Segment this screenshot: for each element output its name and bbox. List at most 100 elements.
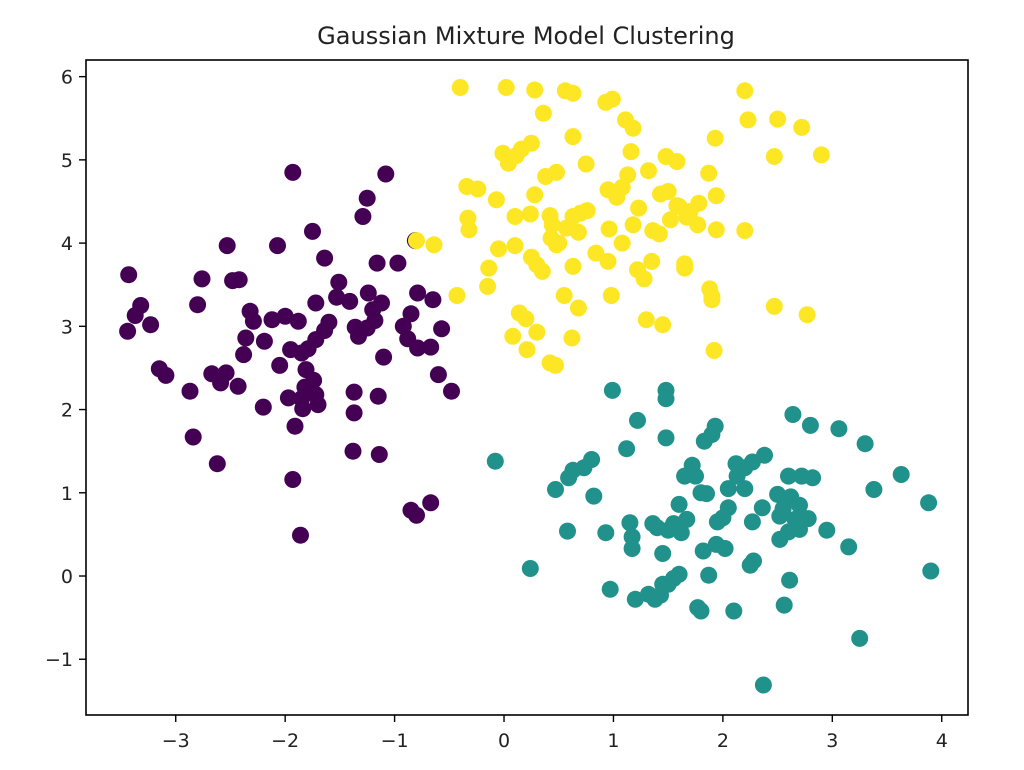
data-point	[600, 220, 618, 238]
data-point	[506, 237, 524, 255]
data-point	[254, 398, 272, 416]
data-point	[354, 208, 372, 225]
y-tick-label: −1	[45, 649, 73, 671]
data-point	[279, 389, 297, 407]
data-point	[623, 540, 641, 557]
data-point	[601, 580, 619, 598]
data-point	[564, 128, 582, 146]
data-point	[706, 129, 724, 147]
data-point	[289, 312, 307, 330]
data-point	[263, 311, 281, 329]
data-point	[603, 90, 621, 108]
data-point	[585, 487, 603, 505]
data-point	[126, 307, 144, 324]
data-point	[548, 163, 565, 181]
x-tick-label: −3	[162, 730, 190, 752]
data-point	[555, 287, 573, 304]
data-point	[345, 383, 363, 401]
data-point	[690, 194, 708, 212]
data-point	[698, 485, 715, 503]
data-point	[375, 348, 393, 366]
data-point	[676, 259, 694, 277]
data-point	[294, 400, 312, 418]
data-point	[345, 404, 363, 422]
data-point	[818, 521, 836, 539]
data-point	[654, 316, 672, 334]
data-point	[564, 257, 582, 275]
data-point	[408, 232, 425, 250]
data-point	[659, 575, 677, 593]
data-point	[284, 163, 302, 181]
data-point	[851, 629, 869, 647]
data-point	[486, 452, 504, 470]
data-point	[534, 104, 552, 122]
data-point	[184, 428, 202, 446]
data-point	[771, 530, 789, 548]
data-point	[548, 236, 565, 254]
x-tick-label: −2	[271, 730, 299, 752]
data-point	[218, 237, 236, 255]
data-point	[707, 221, 725, 239]
data-point	[344, 442, 362, 460]
y-tick-label: 4	[61, 233, 73, 255]
data-point	[307, 294, 325, 312]
data-point	[451, 79, 469, 96]
data-point	[670, 565, 688, 583]
x-tick-label: 3	[826, 730, 838, 752]
data-point	[448, 287, 466, 304]
data-point	[630, 199, 648, 217]
x-tick-label: 2	[717, 730, 729, 752]
data-point	[429, 366, 447, 384]
data-point	[284, 471, 302, 488]
data-point	[208, 455, 226, 473]
data-point	[370, 446, 388, 463]
data-point	[193, 270, 211, 288]
series-cluster-1	[486, 381, 940, 694]
data-point	[276, 307, 294, 325]
data-point	[433, 320, 451, 338]
data-point	[603, 381, 621, 399]
data-point	[377, 165, 395, 183]
data-point	[700, 566, 718, 584]
data-point	[506, 208, 524, 225]
data-point	[703, 291, 721, 309]
data-point	[799, 510, 817, 528]
data-point	[564, 84, 582, 102]
data-point	[743, 513, 761, 531]
series-cluster-0	[119, 163, 460, 544]
data-point	[753, 499, 771, 517]
data-point	[657, 390, 675, 408]
data-point	[736, 82, 754, 100]
data-point	[812, 146, 830, 164]
data-point	[725, 602, 743, 620]
data-point	[922, 562, 940, 580]
data-point	[756, 446, 773, 464]
data-point	[517, 310, 535, 328]
data-point	[661, 211, 679, 229]
data-point	[719, 480, 737, 498]
data-point	[480, 259, 498, 277]
data-point	[739, 111, 757, 129]
data-point	[330, 273, 348, 291]
data-point	[369, 387, 387, 405]
data-point	[424, 291, 442, 309]
data-point	[402, 305, 420, 323]
data-point	[409, 284, 427, 302]
data-point	[469, 180, 487, 198]
data-point	[358, 189, 376, 207]
data-point	[791, 496, 808, 514]
data-point	[497, 79, 515, 96]
data-point	[771, 507, 789, 525]
data-point	[422, 494, 440, 512]
data-point	[269, 237, 286, 255]
data-point	[695, 432, 713, 450]
x-tick-label: 0	[498, 730, 510, 752]
data-point	[624, 119, 642, 137]
data-point	[781, 571, 799, 589]
data-point	[217, 364, 235, 382]
data-point	[229, 377, 247, 395]
data-point	[425, 236, 443, 254]
data-point	[460, 221, 478, 239]
data-point	[705, 342, 723, 359]
data-point	[694, 542, 712, 560]
